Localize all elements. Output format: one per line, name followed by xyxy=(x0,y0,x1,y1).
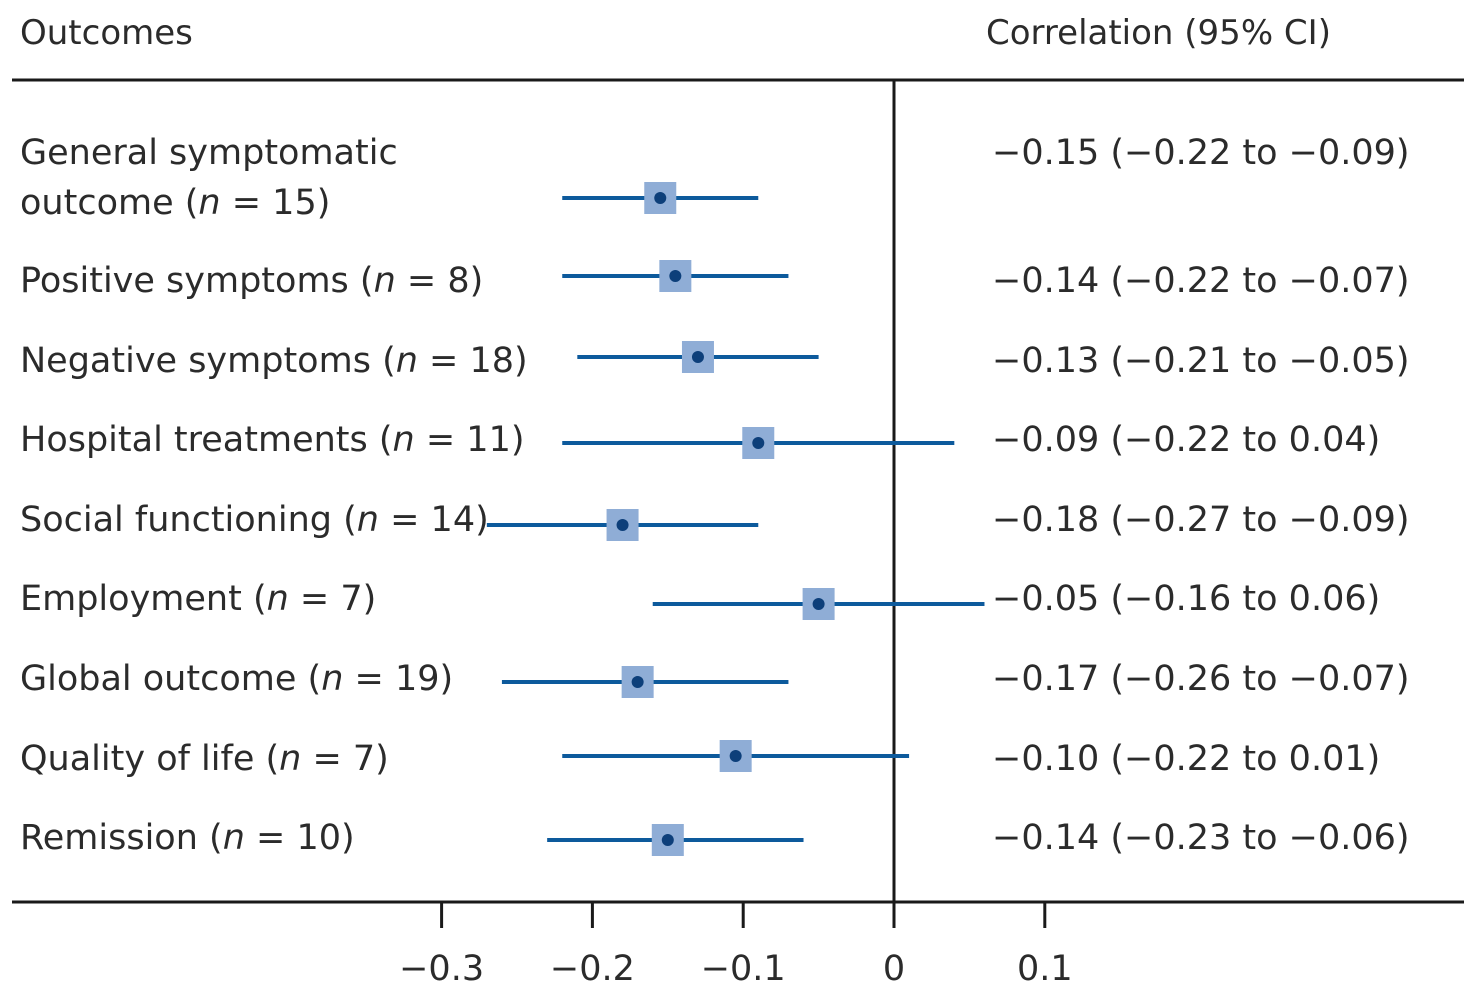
outcome-label: General symptomatic xyxy=(20,133,398,173)
estimate-dot xyxy=(661,834,674,846)
outcome-label: Social functioning (n = 14) xyxy=(20,500,489,540)
x-tick-label: −0.3 xyxy=(399,949,484,986)
outcome-label: Positive symptoms (n = 8) xyxy=(20,261,483,301)
x-tick-label: −0.1 xyxy=(701,949,786,986)
outcome-label: Employment (n = 7) xyxy=(20,579,376,619)
outcome-label: Global outcome (n = 19) xyxy=(20,659,453,699)
outcome-label: Negative symptoms (n = 18) xyxy=(20,341,528,381)
forest-row: General symptomatic outcome (n = 15) −0.15… xyxy=(20,133,1410,223)
x-axis-ticks: −0.3 −0.2 −0.1 0 0.1 xyxy=(399,902,1073,986)
forest-row: Remission (n = 10) −0.14 (−0.23 to −0.06) xyxy=(20,818,1410,858)
forest-row: Global outcome (n = 19) −0.17 (−0.26 to −… xyxy=(20,659,1410,699)
forest-row: Quality of life (n = 7) −0.10 (−0.22 to 0… xyxy=(20,739,1380,779)
ci-text: −0.14 (−0.22 to −0.07) xyxy=(992,261,1410,301)
x-tick-label: 0.1 xyxy=(1017,949,1073,986)
correlation-header: Correlation (95% CI) xyxy=(986,13,1331,53)
outcome-label: Remission (n = 10) xyxy=(20,818,355,858)
estimate-dot xyxy=(654,192,667,204)
estimate-dot xyxy=(691,351,704,363)
estimate-dot xyxy=(729,750,742,762)
forest-rows: General symptomatic outcome (n = 15) −0.15… xyxy=(20,133,1410,858)
forest-row: Negative symptoms (n = 18) −0.13 (−0.21 t… xyxy=(20,341,1410,381)
forest-row: Hospital treatments (n = 11) −0.09 (−0.22… xyxy=(20,420,1380,460)
estimate-dot xyxy=(752,437,765,449)
ci-text: −0.15 (−0.22 to −0.09) xyxy=(992,133,1410,173)
ci-text: −0.18 (−0.27 to −0.09) xyxy=(992,500,1410,540)
outcome-label: Quality of life (n = 7) xyxy=(20,739,389,779)
estimate-dot xyxy=(669,270,682,282)
estimate-dot xyxy=(812,598,825,610)
forest-row: Employment (n = 7) −0.05 (−0.16 to 0.06) xyxy=(20,579,1380,620)
estimate-dot xyxy=(616,519,629,531)
outcome-label: Hospital treatments (n = 11) xyxy=(20,420,525,460)
forest-row: Positive symptoms (n = 8) −0.14 (−0.22 to… xyxy=(20,260,1410,301)
ci-text: −0.17 (−0.26 to −0.07) xyxy=(992,659,1410,699)
ci-text: −0.10 (−0.22 to 0.01) xyxy=(992,739,1380,779)
ci-text: −0.14 (−0.23 to −0.06) xyxy=(992,818,1410,858)
outcome-label: outcome (n = 15) xyxy=(20,183,330,223)
estimate-dot xyxy=(631,676,644,688)
forest-row: Social functioning (n = 14) −0.18 (−0.27 … xyxy=(20,500,1410,541)
ci-text: −0.13 (−0.21 to −0.05) xyxy=(992,341,1410,381)
ci-text: −0.09 (−0.22 to 0.04) xyxy=(992,420,1380,460)
ci-text: −0.05 (−0.16 to 0.06) xyxy=(992,579,1380,619)
x-tick-label: −0.2 xyxy=(550,949,635,986)
x-tick-label: 0 xyxy=(883,949,905,986)
outcomes-header: Outcomes xyxy=(20,13,193,53)
